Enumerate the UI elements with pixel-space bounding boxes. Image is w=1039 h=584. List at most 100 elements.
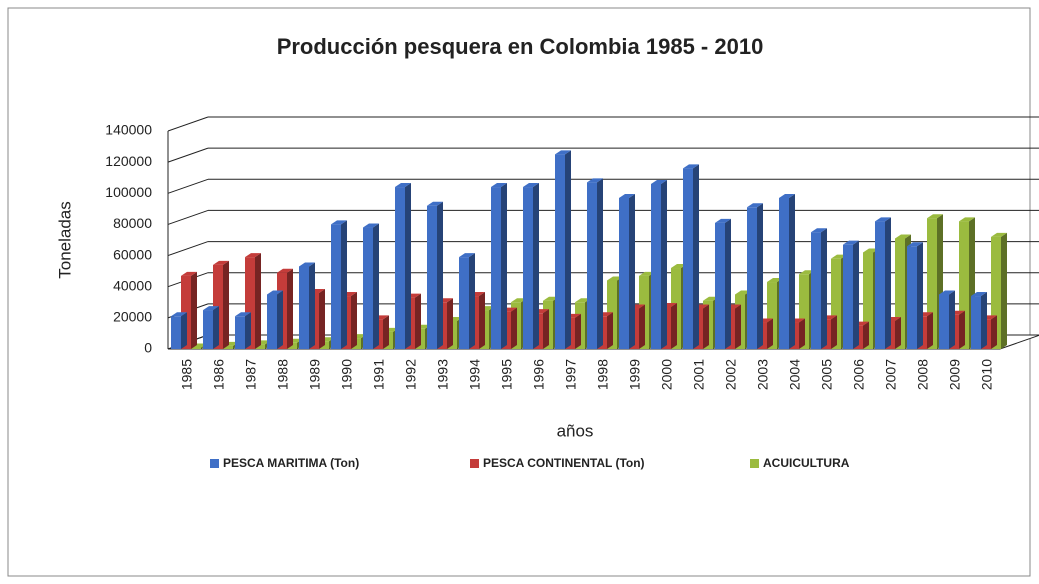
x-tick-label: 1994 [467, 359, 483, 390]
bar-top [907, 242, 923, 247]
bar-3d [683, 164, 699, 349]
bar-top [939, 290, 955, 295]
grid-line [167, 116, 209, 132]
bar [491, 187, 501, 349]
bar [255, 344, 265, 349]
bar [907, 246, 917, 349]
bar-side [821, 228, 827, 349]
bar-3d [299, 262, 315, 349]
bar-3d [245, 253, 261, 349]
bar-3d [587, 178, 603, 349]
bar-top [779, 193, 795, 198]
bar-side [575, 313, 581, 349]
bar-side [245, 312, 251, 349]
bar-top [587, 178, 603, 183]
bar-3d [971, 292, 987, 349]
bar-top [267, 290, 283, 295]
bar [555, 154, 565, 349]
bar [875, 221, 885, 349]
bar-side [959, 310, 965, 349]
x-tick-label: 1995 [499, 359, 515, 390]
bar [191, 347, 201, 349]
bar-3d [779, 193, 795, 349]
bar-top [459, 253, 475, 258]
bar-top [491, 183, 507, 188]
bar-top [619, 193, 635, 198]
bar-side [757, 203, 763, 349]
bar-top [843, 240, 859, 245]
bar-side [373, 223, 379, 349]
bar-3d [235, 312, 251, 349]
bar-top [299, 262, 315, 267]
bar-side [927, 312, 933, 349]
bar [427, 205, 437, 349]
bar [299, 266, 309, 349]
bar [331, 224, 341, 349]
bar [747, 207, 757, 349]
bar-top [895, 234, 911, 239]
bar-top [277, 268, 293, 273]
bar-side [853, 240, 859, 349]
y-tick-label: 40000 [113, 277, 152, 293]
bar-top [331, 220, 347, 225]
x-tick-label: 2006 [851, 359, 867, 390]
grid-line [167, 209, 209, 225]
bar-side [437, 201, 443, 349]
bar-side [671, 302, 677, 349]
bar-side [789, 193, 795, 349]
bar-top [959, 217, 975, 222]
bar-side [383, 315, 389, 349]
bar-side [991, 315, 997, 349]
bar [267, 294, 277, 349]
bar-side [287, 268, 293, 349]
bar [895, 238, 905, 349]
bar-top [363, 223, 379, 228]
bar-side [405, 183, 411, 349]
bar-top [811, 228, 827, 233]
x-tick-label: 1999 [627, 359, 643, 390]
bar-top [747, 203, 763, 208]
bar-3d [619, 193, 635, 349]
bar-3d [363, 223, 379, 349]
bar [843, 244, 853, 349]
bar [619, 197, 629, 349]
bar-side [917, 242, 923, 349]
bar-3d [171, 312, 187, 349]
bar-side [981, 292, 987, 349]
bar-top [213, 260, 229, 265]
bar-side [949, 290, 955, 349]
x-tick-label: 2003 [755, 359, 771, 390]
bar [287, 342, 297, 349]
bar-top [715, 218, 731, 223]
bar-3d [747, 203, 763, 349]
bar-top [555, 150, 571, 155]
bar-side [1001, 232, 1007, 349]
x-tick-label: 1989 [307, 359, 323, 390]
x-tick-label: 2004 [787, 359, 803, 390]
bar-3d [715, 218, 731, 349]
bar-3d [459, 253, 475, 349]
bar-side [181, 312, 187, 349]
bar-top [991, 232, 1007, 237]
bar-side [191, 271, 197, 349]
x-tick-label: 2009 [947, 359, 963, 390]
bar-side [255, 253, 261, 349]
bar-side [447, 298, 453, 349]
bar [459, 257, 469, 349]
x-tick-label: 1987 [243, 359, 259, 390]
bar-side [799, 318, 805, 349]
x-tick-label: 2002 [723, 359, 739, 390]
bar [991, 236, 1001, 349]
bar [203, 310, 213, 349]
bar-3d [939, 290, 955, 349]
bar-side [693, 164, 699, 349]
bar-side [501, 183, 507, 349]
bar [811, 232, 821, 349]
y-tick-label: 80000 [113, 215, 152, 231]
bar [171, 316, 181, 349]
bar-side [629, 193, 635, 349]
bar [651, 183, 661, 349]
bar [363, 227, 373, 349]
legend-label: PESCA CONTINENTAL (Ton) [483, 456, 645, 470]
